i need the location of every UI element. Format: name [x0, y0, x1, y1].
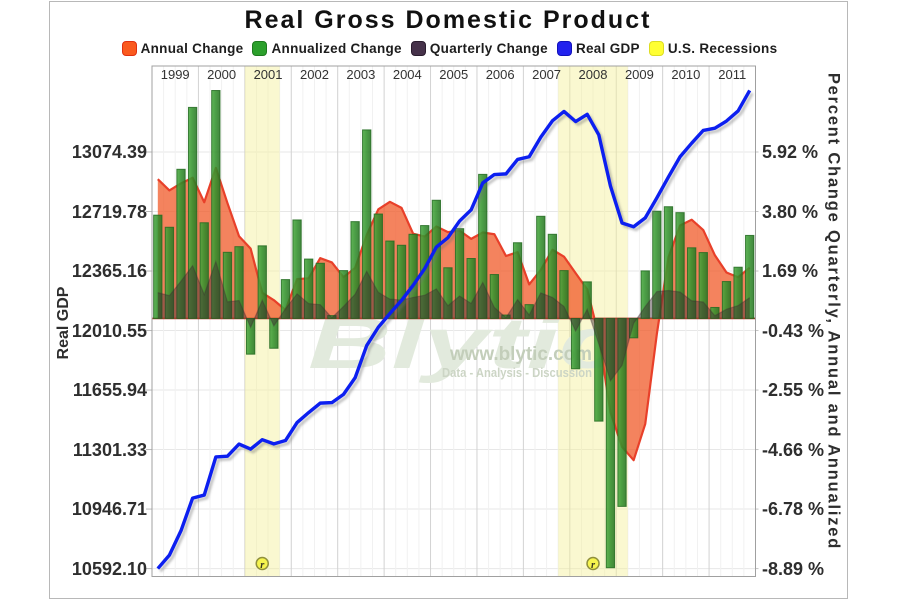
- svg-text:r: r: [260, 560, 265, 571]
- svg-text:r: r: [591, 560, 596, 571]
- svg-text:www.blytic.com: www.blytic.com: [449, 344, 592, 365]
- svg-text:Data - Analysis - Discussion: Data - Analysis - Discussion: [442, 366, 592, 380]
